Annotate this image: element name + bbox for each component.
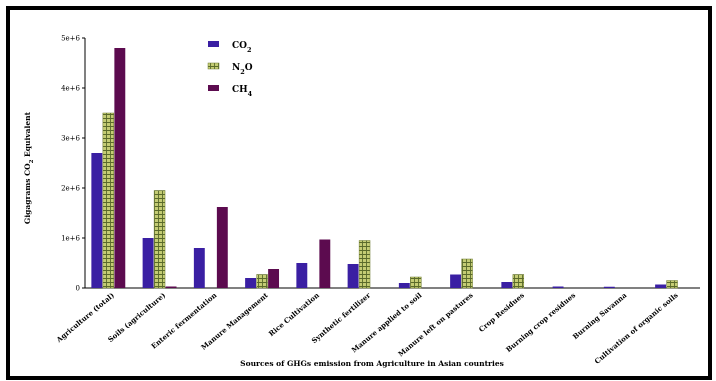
bar-ch4-5 bbox=[319, 239, 331, 288]
y-tick-label: 4e+6 bbox=[61, 85, 80, 93]
y-tick-label: 0 bbox=[76, 285, 80, 293]
bar-co2-2 bbox=[142, 238, 154, 288]
y-tick-label: 3e+6 bbox=[61, 135, 80, 143]
legend-swatch-n2o bbox=[207, 62, 220, 70]
legend-label-sub: 2 bbox=[240, 68, 245, 76]
legend-label-sub: 4 bbox=[248, 90, 253, 98]
x-tick-label: Burning Savanna bbox=[571, 290, 629, 341]
bar-co2-1 bbox=[91, 153, 103, 288]
y-tick-label: 5e+6 bbox=[61, 35, 80, 43]
bar-n2o-4 bbox=[256, 274, 268, 289]
bar-n2o-7 bbox=[410, 276, 422, 289]
bar-co2-4 bbox=[245, 278, 257, 288]
bar-co2-6 bbox=[347, 264, 359, 288]
bar-co2-11 bbox=[603, 286, 615, 288]
legend-label-main: N bbox=[232, 63, 240, 73]
legend-label-co2: CO2 bbox=[232, 41, 252, 54]
bar-ch4-3 bbox=[216, 207, 228, 288]
bar-co2-5 bbox=[296, 263, 308, 288]
legend-swatch-ch4 bbox=[208, 85, 219, 91]
bar-ch4-1 bbox=[114, 48, 126, 288]
legend-label-ch4: CH4 bbox=[232, 85, 253, 98]
bar-n2o-12 bbox=[666, 280, 678, 289]
bar-n2o-1 bbox=[102, 112, 115, 289]
legend-label-n2o: N2O bbox=[232, 63, 253, 76]
x-tick-label: Rice Cultivation bbox=[267, 291, 321, 338]
bar-co2-7 bbox=[398, 283, 410, 288]
bar-n2o-6 bbox=[358, 240, 371, 289]
bar-co2-9 bbox=[501, 282, 513, 288]
bar-n2o-2 bbox=[153, 190, 166, 289]
bar-n2o-8 bbox=[461, 258, 473, 289]
x-axis-title: Sources of GHGs emission from Agricultur… bbox=[240, 359, 504, 368]
y-axis-title-tail: Equivalent bbox=[23, 111, 32, 159]
y-axis-title-main: Gigagrams CO bbox=[23, 163, 32, 224]
x-tick-label: Crop Residues bbox=[477, 291, 526, 334]
bar-ch4-2 bbox=[165, 286, 177, 288]
bar-co2-3 bbox=[193, 248, 205, 288]
legend-label-main: CO bbox=[232, 41, 247, 51]
bar-co2-12 bbox=[655, 284, 667, 288]
bar-co2-8 bbox=[450, 274, 462, 288]
legend-label-tail: O bbox=[245, 63, 253, 73]
y-axis-title-sub: 2 bbox=[29, 159, 35, 163]
legend-label-sub: 2 bbox=[247, 46, 252, 54]
legend-label-main: CH bbox=[232, 85, 248, 95]
bar-co2-10 bbox=[552, 286, 564, 288]
y-tick-label: 1e+6 bbox=[61, 235, 80, 243]
legend-swatch-co2 bbox=[208, 41, 219, 47]
bar-ch4-4 bbox=[268, 269, 280, 288]
y-tick-label: 2e+6 bbox=[61, 185, 80, 193]
y-axis-title: Gigagrams CO2 Equivalent bbox=[23, 111, 35, 224]
x-tick-label: Cultivation of organic soils bbox=[593, 291, 680, 366]
bar-n2o-9 bbox=[512, 274, 525, 289]
chart-frame: 0 1e+6 2e+6 3e+6 4e+6 5e+6 Agriculture (total)… bbox=[6, 6, 712, 380]
